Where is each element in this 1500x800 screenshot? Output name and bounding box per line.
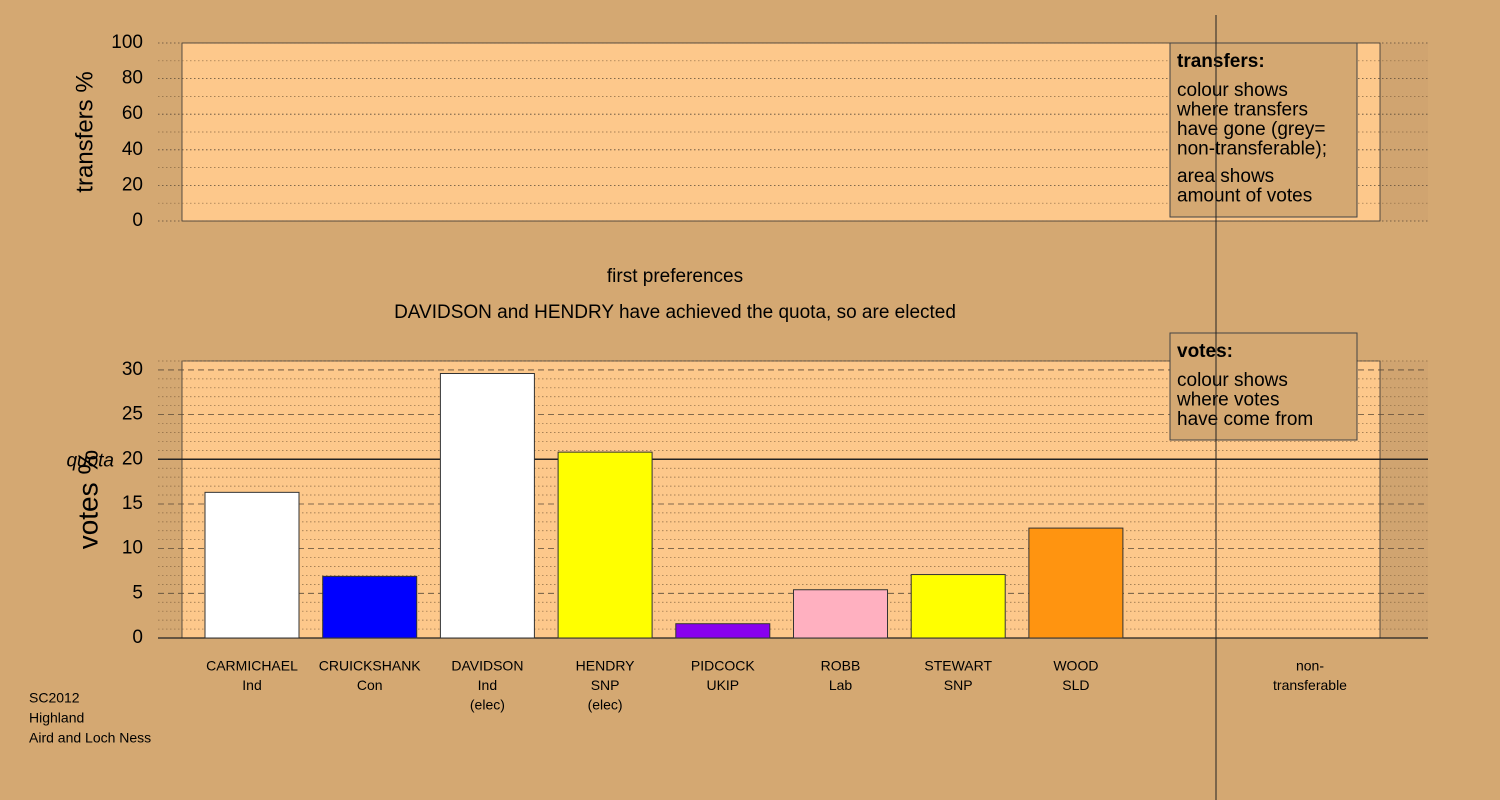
bar [675, 623, 771, 639]
x-tick-label: SNP [944, 677, 973, 693]
bar [793, 589, 888, 639]
y-tick-label: 0 [132, 210, 143, 231]
x-tick-label: WOOD [1053, 658, 1098, 674]
note-box [1169, 42, 1358, 218]
x-tick-label: non- [1296, 658, 1324, 674]
bar [910, 574, 1006, 639]
y-tick-label: 60 [122, 103, 143, 124]
x-tick-label: (elec) [470, 697, 505, 713]
right-zone [1380, 43, 1428, 221]
chart-subtitle: DAVIDSON and HENDRY have achieved the qu… [394, 302, 956, 323]
y-tick-label: 20 [122, 174, 143, 195]
x-tick-label: UKIP [706, 677, 739, 693]
bar [322, 575, 418, 639]
note-text: where votes [1176, 390, 1279, 411]
y-tick-label: 0 [132, 627, 143, 648]
right-zone [1380, 361, 1428, 638]
note-text: colour shows [1177, 370, 1288, 391]
footer-text: Highland [29, 710, 84, 726]
y-axis-label: transfers % [71, 71, 98, 192]
y-tick-label: 20 [122, 448, 143, 469]
y-tick-label: 30 [122, 359, 143, 380]
x-tick-label: SLD [1062, 677, 1089, 693]
note-text: where transfers [1176, 100, 1308, 121]
x-tick-label: PIDCOCK [691, 658, 755, 674]
x-tick-label: SNP [591, 677, 620, 693]
bar [1028, 527, 1124, 639]
footer-text: Aird and Loch Ness [29, 730, 151, 746]
note-text: non-transferable); [1177, 139, 1327, 160]
note-title: transfers: [1177, 51, 1265, 72]
x-tick-label: Lab [829, 677, 853, 693]
bar [204, 491, 300, 639]
note-text: amount of votes [1177, 186, 1312, 207]
y-tick-label: 80 [122, 68, 143, 89]
x-tick-label: Ind [478, 677, 497, 693]
note-text: have gone (grey= [1177, 119, 1325, 140]
x-tick-label: DAVIDSON [451, 658, 523, 674]
y-tick-label: 10 [122, 538, 143, 559]
note-title: votes: [1177, 341, 1233, 362]
x-tick-label: ROBB [821, 658, 861, 674]
bar [557, 451, 653, 639]
x-tick-label: Ind [242, 677, 261, 693]
footer-text: SC2012 [29, 690, 80, 706]
x-tick-label: HENDRY [576, 658, 636, 674]
y-tick-label: 5 [132, 582, 143, 603]
x-tick-label: CRUICKSHANK [319, 658, 422, 674]
note-text: colour shows [1177, 80, 1288, 101]
quota-label: quota [66, 450, 114, 471]
bar [439, 373, 535, 639]
y-tick-label: 15 [122, 493, 143, 514]
note-text: have come from [1177, 409, 1313, 430]
x-tick-label: CARMICHAEL [206, 658, 298, 674]
y-tick-label: 100 [111, 32, 143, 53]
chart-title: first preferences [607, 266, 743, 287]
x-tick-label: STEWART [924, 658, 992, 674]
y-tick-label: 25 [122, 404, 143, 425]
x-tick-label: transferable [1273, 677, 1347, 693]
y-axis-label: votes % [72, 450, 103, 550]
y-tick-label: 40 [122, 139, 143, 160]
x-tick-label: (elec) [588, 697, 623, 713]
note-box [1169, 332, 1358, 441]
note-text: area shows [1177, 166, 1274, 187]
x-tick-label: Con [357, 677, 383, 693]
